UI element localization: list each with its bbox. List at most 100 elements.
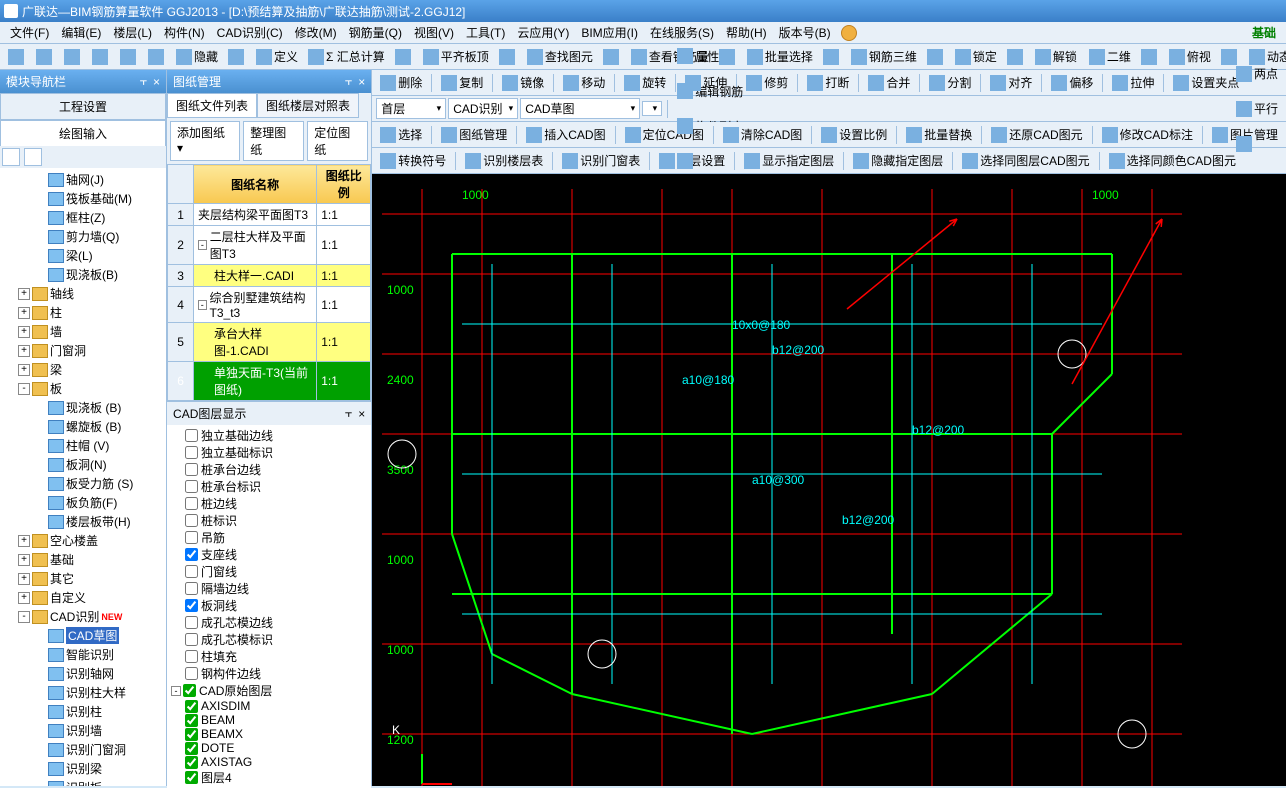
tool-button[interactable]: 隐藏指定图层 xyxy=(849,150,947,171)
menu-item[interactable]: 楼层(L) xyxy=(107,22,158,43)
locate-button[interactable]: 定位图纸 xyxy=(307,121,368,161)
tool-button[interactable]: 修改CAD标注 xyxy=(1098,124,1197,145)
tree-item[interactable]: 轴网(J) xyxy=(2,170,164,189)
layer-checkbox[interactable] xyxy=(185,463,198,476)
layer-checkbox[interactable] xyxy=(185,616,198,629)
tree-item[interactable]: +墙 xyxy=(2,322,164,341)
layer-item[interactable]: AXISDIM xyxy=(169,699,369,713)
menu-item[interactable]: 文件(F) xyxy=(4,22,55,43)
tree-item[interactable]: 板洞(N) xyxy=(2,455,164,474)
pin-icon[interactable]: ⫟ xyxy=(140,74,147,89)
menu-item[interactable]: BIM应用(I) xyxy=(575,22,644,43)
tree-item[interactable]: 识别柱大样 xyxy=(2,683,164,702)
tool-button[interactable] xyxy=(32,47,58,67)
layer-checkbox[interactable] xyxy=(185,565,198,578)
tool-button[interactable]: 复制 xyxy=(437,72,487,93)
dd-extra[interactable] xyxy=(642,101,662,116)
tool-button[interactable] xyxy=(495,47,521,67)
layer-item[interactable]: BEAM xyxy=(169,713,369,727)
tool-button[interactable]: 插入CAD图 xyxy=(522,124,609,145)
tool-button[interactable]: 平行 xyxy=(1232,98,1282,119)
tool-button[interactable] xyxy=(116,47,142,67)
layer-checkbox[interactable] xyxy=(185,633,198,646)
menu-item[interactable]: 修改(M) xyxy=(289,22,343,43)
layer-item[interactable]: DOTE xyxy=(169,741,369,755)
tool-button[interactable]: 两点 xyxy=(1232,63,1282,84)
tree-item[interactable]: 识别墙 xyxy=(2,721,164,740)
tool-button[interactable]: 显示指定图层 xyxy=(740,150,838,171)
tree-item[interactable]: 识别轴网 xyxy=(2,664,164,683)
layer-item[interactable]: 成孔芯模边线 xyxy=(169,614,369,631)
table-row[interactable]: 4-综合别墅建筑结构T3_t31:1 xyxy=(168,287,371,323)
layer-item[interactable]: 桩边线 xyxy=(169,495,369,512)
tool-button[interactable]: 分割 xyxy=(925,72,975,93)
tree-item[interactable]: 识别板 xyxy=(2,778,164,786)
tool-button[interactable]: 属性 xyxy=(673,46,747,67)
tree-item[interactable]: 梁(L) xyxy=(2,246,164,265)
subcategory-select[interactable]: CAD草图 xyxy=(520,98,640,119)
close-icon[interactable]: × xyxy=(358,75,365,89)
category-select[interactable]: CAD识别 xyxy=(448,98,518,119)
layer-checkbox[interactable] xyxy=(185,667,198,680)
menu-item[interactable]: 编辑(E) xyxy=(55,22,107,43)
layer-checkbox[interactable] xyxy=(185,582,198,595)
layer-checkbox[interactable] xyxy=(185,650,198,663)
layer-checkbox[interactable] xyxy=(185,700,198,713)
tree-item[interactable]: 柱帽 (V) xyxy=(2,436,164,455)
tool-button[interactable]: 选择同颜色CAD图元 xyxy=(1105,150,1240,171)
tool-button[interactable] xyxy=(224,47,250,67)
tree-item[interactable]: 板受力筋 (S) xyxy=(2,474,164,493)
tool-button[interactable] xyxy=(819,47,845,67)
table-row[interactable]: 3柱大样一.CADI1:1 xyxy=(168,265,371,287)
add-drawing-button[interactable]: 添加图纸 xyxy=(170,121,240,161)
table-row[interactable]: 2-二层柱大样及平面图T31:1 xyxy=(168,226,371,265)
tool-button[interactable] xyxy=(1137,47,1163,67)
menu-item[interactable]: 视图(V) xyxy=(408,22,460,43)
tool-button[interactable]: 合并 xyxy=(864,72,914,93)
tree-item[interactable]: 识别梁 xyxy=(2,759,164,778)
tree-item[interactable]: 智能识别 xyxy=(2,645,164,664)
floor-select[interactable]: 首层 xyxy=(376,98,446,119)
layer-item[interactable]: BEAMX xyxy=(169,727,369,741)
tree-item[interactable]: 现浇板 (B) xyxy=(2,398,164,417)
tab-draw-input[interactable]: 绘图输入 xyxy=(0,120,166,146)
menu-item[interactable]: 构件(N) xyxy=(158,22,211,43)
tool-button[interactable]: 还原CAD图元 xyxy=(987,124,1086,145)
layer-checkbox[interactable] xyxy=(185,514,198,527)
tree-item[interactable]: 框柱(Z) xyxy=(2,208,164,227)
layer-checkbox[interactable] xyxy=(183,684,196,697)
layer-item[interactable]: 桩承台边线 xyxy=(169,461,369,478)
menu-item[interactable]: CAD识别(C) xyxy=(211,22,289,43)
mini-btn[interactable] xyxy=(24,148,42,166)
tree-item[interactable]: +空心楼盖 xyxy=(2,531,164,550)
table-row[interactable]: 6单独天面-T3(当前图纸)1:1 xyxy=(168,362,371,401)
tool-button[interactable]: 移动 xyxy=(559,72,609,93)
tool-button[interactable]: 偏移 xyxy=(1047,72,1097,93)
tree-item[interactable]: 楼层板带(H) xyxy=(2,512,164,531)
tree-item[interactable]: -CAD识别NEW xyxy=(2,607,164,626)
tree-item[interactable]: CAD草图 xyxy=(2,626,164,645)
tree-item[interactable]: +门窗洞 xyxy=(2,341,164,360)
layer-item[interactable]: 独立基础标识 xyxy=(169,444,369,461)
tool-button[interactable] xyxy=(1003,47,1029,67)
layer-item[interactable]: AXISTAG xyxy=(169,755,369,769)
tree-item[interactable]: 剪力墙(Q) xyxy=(2,227,164,246)
layer-checkbox[interactable] xyxy=(185,548,198,561)
face-icon[interactable] xyxy=(841,25,857,41)
layer-checkbox[interactable] xyxy=(185,742,198,755)
tree-item[interactable]: -板 xyxy=(2,379,164,398)
tab-floor-map[interactable]: 图纸楼层对照表 xyxy=(257,93,359,118)
tree-item[interactable]: 识别柱 xyxy=(2,702,164,721)
layer-checkbox[interactable] xyxy=(185,446,198,459)
layer-item[interactable]: 独立基础边线 xyxy=(169,427,369,444)
tool-button[interactable]: 定位CAD图 xyxy=(621,124,708,145)
tool-button[interactable]: 拉伸 xyxy=(1108,72,1158,93)
tool-button[interactable]: 修剪 xyxy=(742,72,792,93)
tool-button[interactable] xyxy=(923,47,949,67)
layer-item[interactable]: 隔墙边线 xyxy=(169,580,369,597)
tool-button[interactable]: 定义 xyxy=(252,46,302,67)
layer-checkbox[interactable] xyxy=(185,429,198,442)
menu-item[interactable]: 工具(T) xyxy=(460,22,511,43)
layer-item[interactable]: 门窗线 xyxy=(169,563,369,580)
layer-checkbox[interactable] xyxy=(185,756,198,769)
